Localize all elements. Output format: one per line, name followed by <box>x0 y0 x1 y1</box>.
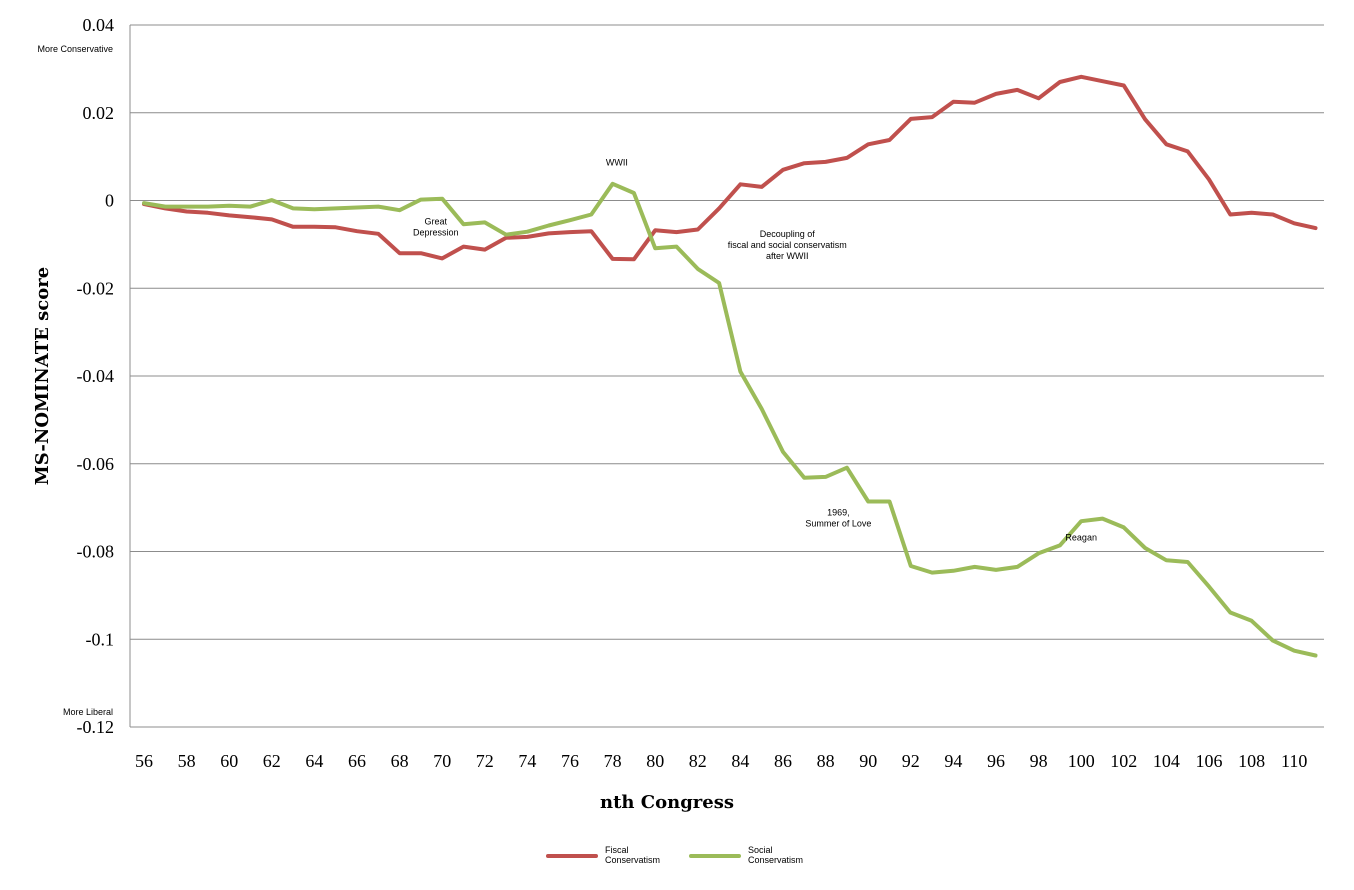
annotation-line: after WWII <box>766 251 809 261</box>
legend-label-line: Conservatism <box>605 855 660 865</box>
y-axis-title: MS-NOMINATE score <box>32 267 53 485</box>
annotation: Great Depression <box>413 217 459 238</box>
x-tick-label: 88 <box>817 751 835 771</box>
x-tick-label: 110 <box>1281 751 1307 771</box>
x-tick-label: 58 <box>178 751 196 771</box>
x-tick-label: 74 <box>518 751 536 771</box>
legend-label-line: Fiscal <box>605 845 629 855</box>
x-tick-label: 98 <box>1030 751 1048 771</box>
x-tick-label: 72 <box>476 751 494 771</box>
y-tick-label: -0.06 <box>77 454 115 474</box>
x-tick-label: 84 <box>731 751 749 771</box>
annotations: WWII Great Depression Decoupling of fiscal a… <box>413 157 1097 542</box>
annotation-line: Great <box>425 217 448 227</box>
legend-label: Fiscal Conservatism <box>605 845 660 865</box>
more-conservative-note: More Conservative <box>37 44 113 54</box>
annotation-line: Reagan <box>1065 533 1097 543</box>
x-tick-label: 82 <box>689 751 707 771</box>
y-axis-ticks: 0.04 0.02 0 -0.02 -0.04 -0.06 -0.08 -0.1 -0.12 <box>77 15 115 737</box>
x-tick-label: 78 <box>604 751 622 771</box>
x-tick-label: 64 <box>305 751 323 771</box>
x-tick-label: 108 <box>1238 751 1265 771</box>
x-tick-label: 70 <box>433 751 451 771</box>
x-axis-title: nth Congress <box>600 792 734 813</box>
social-conservatism-line <box>142 181 1318 658</box>
y-tick-label: -0.08 <box>77 542 115 562</box>
y-tick-label: 0.04 <box>83 15 115 35</box>
y-tick-label: -0.12 <box>77 717 115 737</box>
x-tick-label: 68 <box>391 751 409 771</box>
x-tick-label: 62 <box>263 751 281 771</box>
y-tick-label: -0.02 <box>77 278 115 298</box>
fiscal-conservatism-line <box>142 74 1318 262</box>
annotation-line: WWII <box>606 157 628 167</box>
y-tick-label: 0 <box>105 191 114 211</box>
x-tick-label: 80 <box>646 751 664 771</box>
series-lines <box>142 74 1318 658</box>
legend-label-line: Social <box>748 845 773 855</box>
annotation: Reagan <box>1065 533 1097 543</box>
x-tick-label: 86 <box>774 751 792 771</box>
legend-label-line: Conservatism <box>748 855 803 865</box>
y-tick-label: -0.1 <box>86 629 115 649</box>
x-tick-label: 92 <box>902 751 920 771</box>
annotation: WWII <box>606 157 628 167</box>
x-tick-label: 106 <box>1196 751 1223 771</box>
x-tick-label: 102 <box>1110 751 1137 771</box>
x-tick-label: 56 <box>135 751 153 771</box>
annotation-line: Decoupling of <box>760 229 816 239</box>
annotation-line: Depression <box>413 228 459 238</box>
annotation-line: Summer of Love <box>805 519 871 529</box>
annotation: Decoupling of fiscal and social conservat… <box>728 229 847 261</box>
x-tick-label: 96 <box>987 751 1005 771</box>
x-tick-label: 94 <box>944 751 962 771</box>
annotation-line: fiscal and social conservatism <box>728 240 847 250</box>
legend-label: Social Conservatism <box>748 845 803 865</box>
x-axis-ticks: 56 58 60 62 64 66 68 70 72 74 76 78 80 82 84 86 88 90 92 94… <box>135 751 1307 771</box>
x-tick-label: 60 <box>220 751 238 771</box>
x-tick-label: 100 <box>1068 751 1095 771</box>
grid <box>129 24 1324 728</box>
x-tick-label: 66 <box>348 751 366 771</box>
y-tick-label: 0.02 <box>83 103 115 123</box>
annotation: 1969, Summer of Love <box>805 508 871 529</box>
annotation-line: 1969, <box>827 508 850 518</box>
more-liberal-note: More Liberal <box>63 707 113 717</box>
x-tick-label: 76 <box>561 751 579 771</box>
x-tick-label: 90 <box>859 751 877 771</box>
y-tick-label: -0.04 <box>77 366 115 386</box>
x-tick-label: 104 <box>1153 751 1180 771</box>
